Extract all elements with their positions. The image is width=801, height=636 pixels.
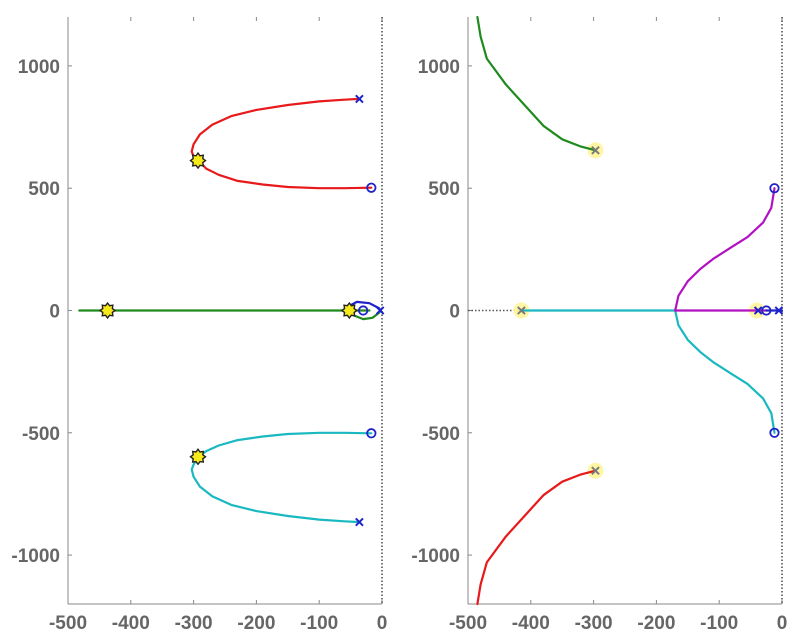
pole-marker: [517, 306, 526, 315]
y-tick-label: 500: [428, 179, 460, 200]
x-tick-label: -100: [300, 613, 338, 634]
x-tick-label: -300: [575, 613, 613, 634]
pole-marker: [355, 94, 364, 104]
locus-branch-2: [476, 469, 597, 606]
pole-marker: [774, 306, 784, 315]
gain-marker: [98, 301, 117, 320]
x-tick-label: -200: [637, 613, 675, 634]
gain-marker: [189, 151, 207, 170]
pole-marker: [375, 306, 385, 315]
locus-branch-1: [476, 15, 597, 152]
x-tick-label: 0: [777, 613, 788, 634]
x-tick-label: -200: [237, 613, 275, 634]
x-tick-label: 0: [377, 613, 388, 634]
zero-marker: [366, 182, 377, 193]
x-tick-label: -100: [700, 613, 738, 634]
zero-marker: [769, 183, 780, 194]
y-tick-label: 1000: [18, 57, 60, 78]
pole-marker: [591, 466, 600, 476]
x-tick-label: -500: [449, 613, 487, 634]
zero-marker: [358, 305, 369, 316]
y-tick-label: -500: [422, 424, 460, 445]
x-tick-label: -400: [112, 613, 150, 634]
zero-marker: [761, 305, 772, 316]
zero-marker: [366, 428, 377, 439]
locus-branch-2: [190, 431, 373, 524]
zero-marker: [769, 427, 780, 438]
locus-branch-5: [674, 187, 776, 312]
y-tick-label: 0: [449, 302, 460, 323]
y-tick-label: 500: [28, 179, 60, 200]
y-tick-label: -500: [22, 424, 60, 445]
pole-marker: [355, 517, 364, 527]
y-tick-label: 1000: [418, 57, 460, 78]
x-tick-label: -300: [175, 613, 213, 634]
y-tick-label: 0: [49, 302, 60, 323]
pole-marker: [591, 145, 600, 155]
pole-marker: [753, 306, 763, 315]
locus-branch-4: [674, 309, 776, 434]
y-tick-label: -1000: [11, 546, 60, 567]
x-tick-label: -500: [49, 613, 87, 634]
gain-marker: [340, 301, 359, 320]
x-tick-label: -400: [512, 613, 550, 634]
locus-branch-1: [190, 97, 373, 190]
y-tick-label: -1000: [411, 546, 460, 567]
gain-marker: [189, 448, 207, 466]
